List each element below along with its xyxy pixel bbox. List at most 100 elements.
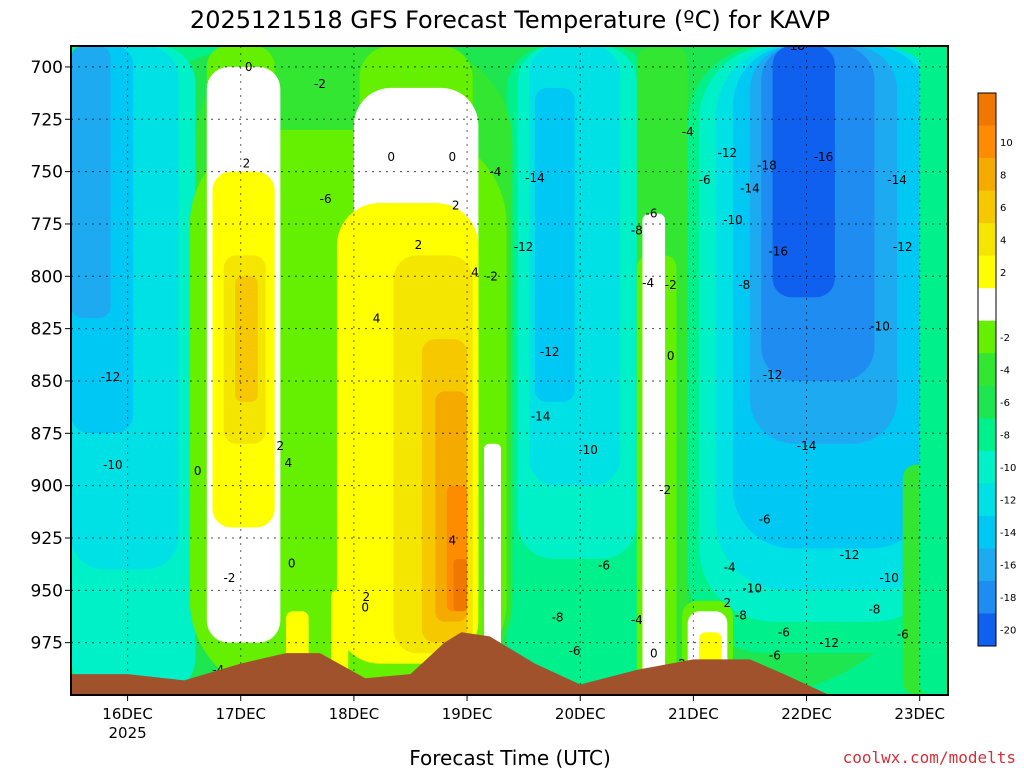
contour-label: -14 [525,171,545,185]
y-tick-label: 950 [31,581,63,601]
x-tick-label: 16DEC [102,705,153,723]
temperature-band [71,46,111,319]
colorbar-swatch [978,158,996,192]
x-tick-label: 18DEC [329,705,380,723]
colorbar-swatch [978,385,996,419]
contour-label: 4 [373,311,381,325]
contour-label: -16 [814,150,834,164]
contour-label: -6 [569,644,581,658]
contour-label: 4 [449,533,457,547]
contour-label: -12 [840,548,860,562]
contour-label: -12 [763,368,783,382]
contour-label: 0 [449,150,457,164]
colorbar-swatch [978,125,996,159]
contour-label: -4 [682,125,694,139]
colorbar-label: -20 [1000,626,1016,637]
colorbar-swatch [978,515,996,549]
contour-label: 0 [387,150,395,164]
temperature-band [484,443,502,664]
contour-label: -6 [320,192,332,206]
x-tick-label: 20DEC [555,705,606,723]
terrain-surface [71,632,948,695]
contour-label: -14 [887,173,907,187]
contour-label: -6 [759,512,771,526]
temperature-band [789,46,818,162]
contour-label: -8 [631,223,643,237]
contour-label: -6 [778,625,790,639]
contour-label: -4 [489,165,501,179]
plot-frame [70,45,949,696]
contour-label: -8 [552,611,564,625]
contour-label: -14 [797,439,817,453]
x-axis-title: Forecast Time (UTC) [409,746,611,768]
x-tick-label: 19DEC [442,705,493,723]
colorbar-label: 10 [1000,138,1013,149]
y-tick-label: 775 [31,215,63,235]
contour-label: 2 [415,238,423,252]
contour-label: -4 [212,663,224,677]
temperature-band [453,558,468,612]
contour-label: -16 [768,244,788,258]
colorbar-swatch [978,353,996,387]
contour-label: -12 [819,636,839,650]
colorbar-label: -18 [1000,593,1016,604]
contour-label: -6 [769,648,781,662]
colorbar-label: -10 [1000,463,1016,474]
contour-label: -10 [723,213,743,227]
temperature-band [235,276,258,402]
x-tick-label: 22DEC [781,705,832,723]
contour-label: -18 [757,159,777,173]
plot-area: 0-2-18-4-12-18-162 0 0-4 -14 -6 -14-14-6 2-6 -1… [71,39,948,695]
grid-lines [71,46,948,695]
colorbar-swatch [978,548,996,582]
contour-label: 2 [363,590,371,604]
contour-label: -2 [223,571,235,585]
colorbar-frame [977,92,997,647]
colorbar-label: 2 [1000,268,1006,279]
x-axis: 16DEC 17DEC 18DEC 19DEC 20DEC 21DEC 22DEC 23DEC… [102,695,945,742]
contour-label: 2 [277,439,285,453]
contour-label: -8 [868,602,880,616]
contour-label: 4 [471,265,479,279]
contour-label: -12 [514,240,534,254]
colorbar-label: 6 [1000,203,1006,214]
contour-label: 0 [667,349,675,363]
y-tick-label: 750 [31,163,63,183]
contour-label: 2 [452,198,460,212]
colorbar-label: -12 [1000,496,1016,507]
contour-label: -12 [540,345,560,359]
y-tick-label: 900 [31,477,63,497]
contour-label: 0 [650,646,658,660]
contour-label: -10 [870,320,890,334]
y-tick-label: 825 [31,320,63,340]
colorbar-label: -8 [1000,431,1010,442]
contour-label: -10 [879,571,899,585]
colorbar: -20 -18 -16 -14 -12 -10 -8 -6 -4 -2 2 4 6 8 10 [977,92,1016,647]
contour-label: 2 [243,156,251,170]
contour-label: -8 [738,278,750,292]
x-tick-label: 23DEC [894,705,945,723]
colorbar-label: 4 [1000,235,1006,246]
temperature-fill-layers [71,46,948,695]
credit-link[interactable]: coolwx.com/modelts [843,748,1016,767]
x-year-label: 2025 [108,724,146,742]
y-tick-label: 850 [31,372,63,392]
contour-label: 0 [361,600,369,614]
contour-label: -4 [642,276,654,290]
colorbar-swatch [978,483,996,517]
contour-label: 0 [245,60,253,74]
colorbar-label: -16 [1000,561,1016,572]
contour-label: -2 [665,278,677,292]
temperature-band [919,46,948,695]
colorbar-swatch [978,255,996,289]
contour-label: -18 [785,39,805,53]
chart-title: 2025121518 GFS Forecast Temperature (ºC)… [190,6,830,34]
y-tick-label: 975 [31,634,63,654]
contour-label: -2 [486,269,498,283]
colorbar-swatch [978,190,996,224]
contour-label: -6 [646,207,658,221]
colorbar-swatch [978,450,996,484]
contour-label: -10 [742,581,762,595]
contour-label: 0 [194,464,202,478]
